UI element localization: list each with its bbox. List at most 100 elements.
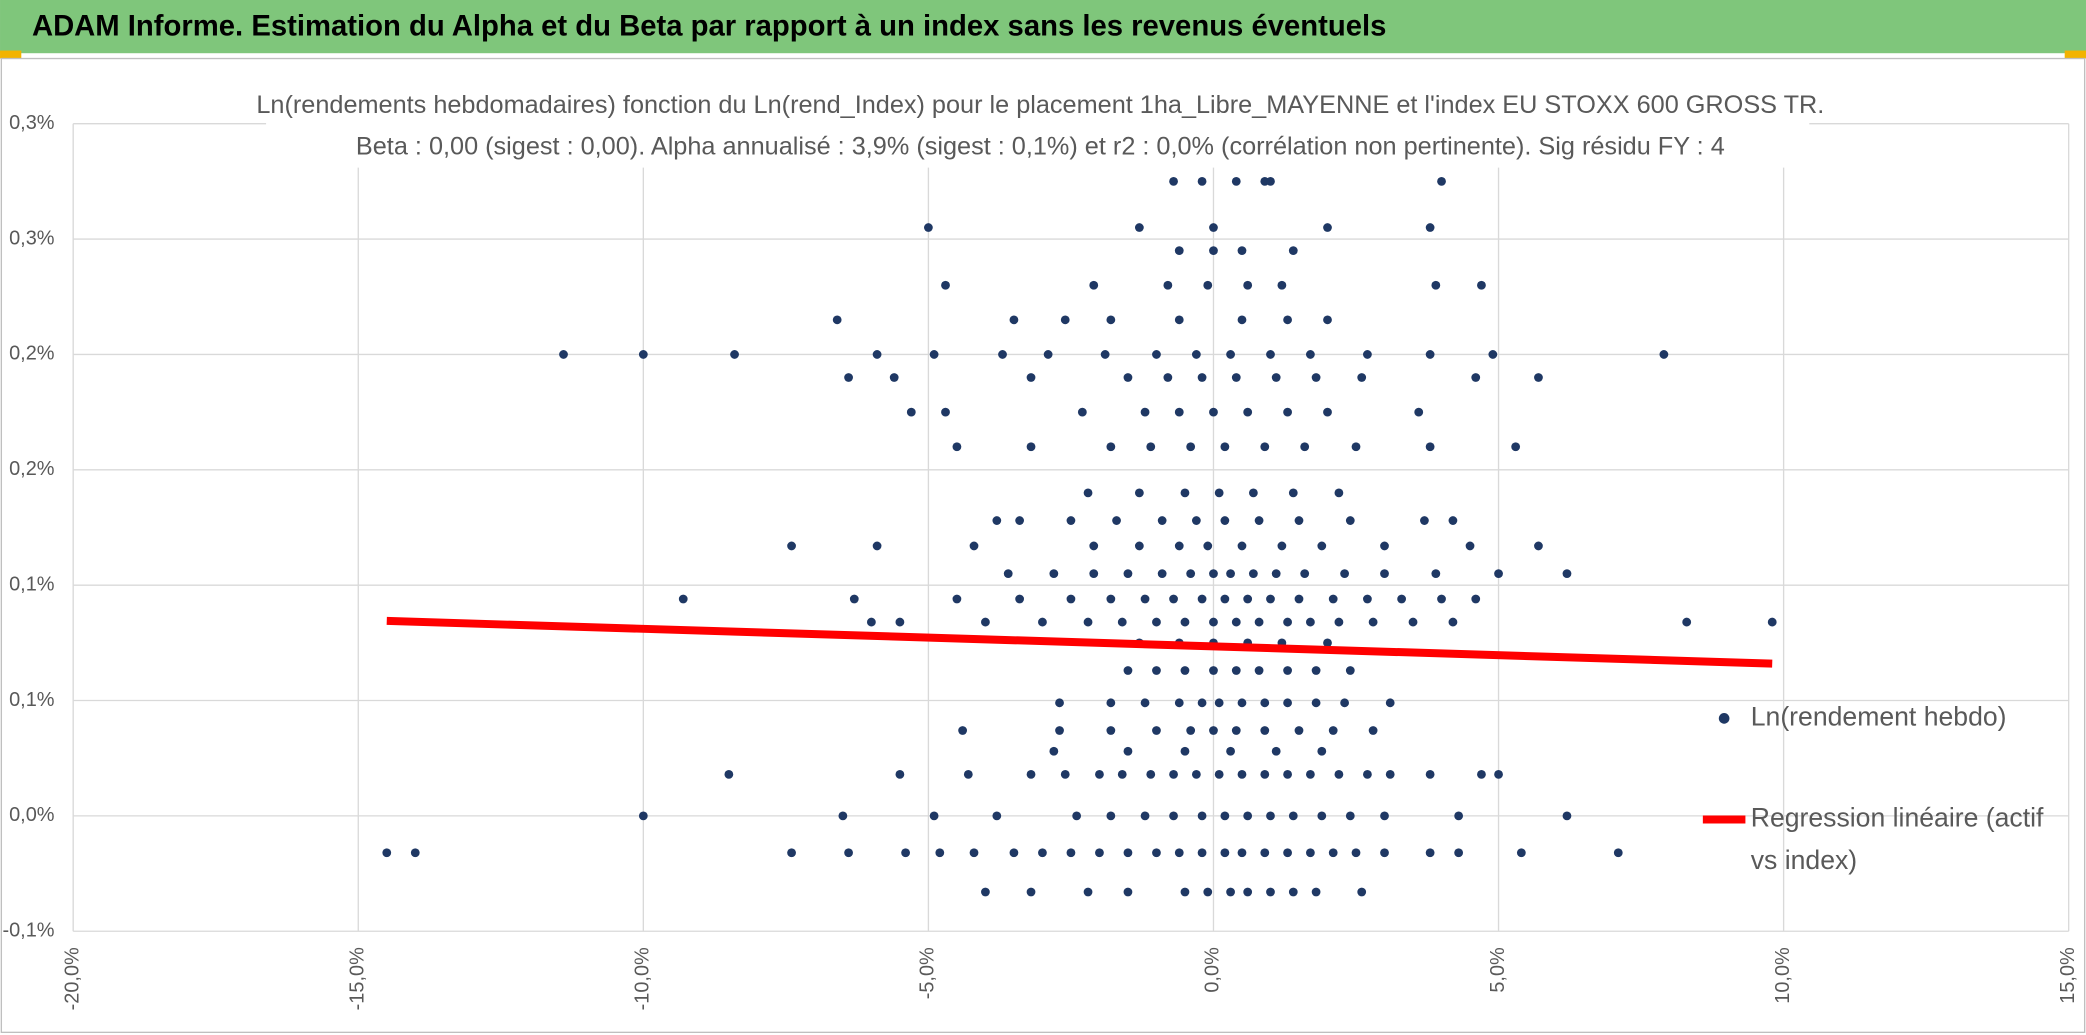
point bbox=[1397, 594, 1407, 604]
point bbox=[1254, 617, 1264, 627]
point bbox=[1191, 350, 1201, 359]
point bbox=[866, 617, 876, 627]
point bbox=[1106, 594, 1116, 604]
point bbox=[1180, 887, 1190, 897]
point bbox=[1209, 569, 1218, 579]
point bbox=[981, 887, 990, 897]
point bbox=[1066, 594, 1076, 604]
point bbox=[1283, 698, 1292, 708]
point bbox=[1169, 594, 1178, 604]
x-tick-label: -15,0% bbox=[347, 947, 369, 1010]
point bbox=[1248, 488, 1258, 498]
point bbox=[1209, 246, 1218, 256]
point bbox=[838, 811, 848, 821]
point bbox=[1431, 280, 1441, 290]
point bbox=[1117, 617, 1127, 627]
point bbox=[1294, 594, 1304, 604]
point bbox=[1226, 887, 1235, 897]
point bbox=[952, 442, 962, 452]
point bbox=[1283, 848, 1292, 858]
point bbox=[1340, 698, 1349, 708]
point bbox=[941, 407, 950, 417]
point bbox=[1345, 666, 1355, 675]
point bbox=[1015, 594, 1025, 604]
point bbox=[1112, 516, 1121, 525]
point bbox=[638, 811, 648, 821]
point bbox=[901, 848, 910, 858]
point bbox=[1385, 698, 1395, 708]
corner bbox=[0, 50, 22, 59]
point bbox=[1003, 569, 1013, 579]
y-tick-label: 0,2% bbox=[9, 343, 55, 365]
point bbox=[1248, 569, 1258, 579]
point bbox=[1169, 177, 1178, 186]
point bbox=[1060, 769, 1070, 779]
point bbox=[1380, 848, 1389, 858]
point bbox=[1152, 617, 1161, 627]
point bbox=[1243, 280, 1253, 290]
point bbox=[1266, 811, 1275, 821]
point bbox=[1214, 698, 1224, 708]
point bbox=[1226, 569, 1235, 579]
point bbox=[1471, 594, 1481, 604]
point bbox=[1351, 442, 1361, 452]
point bbox=[1180, 746, 1190, 756]
point bbox=[1049, 746, 1059, 756]
point bbox=[929, 350, 939, 359]
legend-label: Regression linéaire (actif vs index) bbox=[1751, 803, 2044, 876]
point bbox=[1534, 373, 1543, 382]
point bbox=[1106, 811, 1116, 821]
point bbox=[1072, 811, 1082, 821]
point bbox=[1134, 223, 1144, 232]
point bbox=[1089, 280, 1099, 290]
point bbox=[1186, 726, 1196, 735]
point bbox=[963, 769, 973, 779]
point bbox=[1152, 350, 1161, 359]
point bbox=[1026, 769, 1036, 779]
point bbox=[1534, 541, 1543, 551]
point bbox=[1157, 516, 1167, 525]
point bbox=[1465, 541, 1475, 551]
point bbox=[1260, 769, 1270, 779]
point bbox=[844, 373, 853, 382]
point bbox=[1140, 698, 1150, 708]
point bbox=[1220, 811, 1230, 821]
point bbox=[1146, 442, 1156, 452]
point bbox=[969, 541, 979, 551]
point bbox=[1055, 698, 1064, 708]
point bbox=[1357, 887, 1367, 897]
x-tick-label: 15,0% bbox=[2057, 947, 2079, 1004]
point bbox=[1009, 315, 1019, 325]
point bbox=[992, 516, 1002, 525]
point bbox=[1420, 516, 1429, 525]
chart-frame bbox=[0, 57, 2086, 1034]
point bbox=[1060, 315, 1070, 325]
point bbox=[1328, 594, 1338, 604]
point bbox=[678, 594, 688, 604]
point bbox=[1328, 848, 1338, 858]
y-tick-label: 0,0% bbox=[9, 804, 55, 826]
point bbox=[1448, 516, 1458, 525]
point bbox=[1197, 177, 1207, 186]
point bbox=[1123, 848, 1133, 858]
point bbox=[1363, 350, 1372, 359]
point bbox=[638, 350, 648, 359]
title-box bbox=[266, 85, 1810, 168]
point bbox=[1123, 746, 1133, 756]
point bbox=[1283, 407, 1292, 417]
point bbox=[1220, 848, 1230, 858]
point bbox=[1260, 442, 1270, 452]
point bbox=[1106, 442, 1116, 452]
point bbox=[1323, 407, 1332, 417]
point bbox=[872, 350, 882, 359]
point bbox=[410, 848, 420, 858]
point bbox=[1083, 488, 1093, 498]
point bbox=[1026, 373, 1036, 382]
point bbox=[1066, 848, 1076, 858]
x-tick-label: -5,0% bbox=[917, 947, 939, 999]
point bbox=[1243, 811, 1253, 821]
point bbox=[1083, 887, 1093, 897]
point bbox=[924, 223, 933, 232]
point bbox=[1266, 177, 1275, 186]
point bbox=[1260, 698, 1270, 708]
